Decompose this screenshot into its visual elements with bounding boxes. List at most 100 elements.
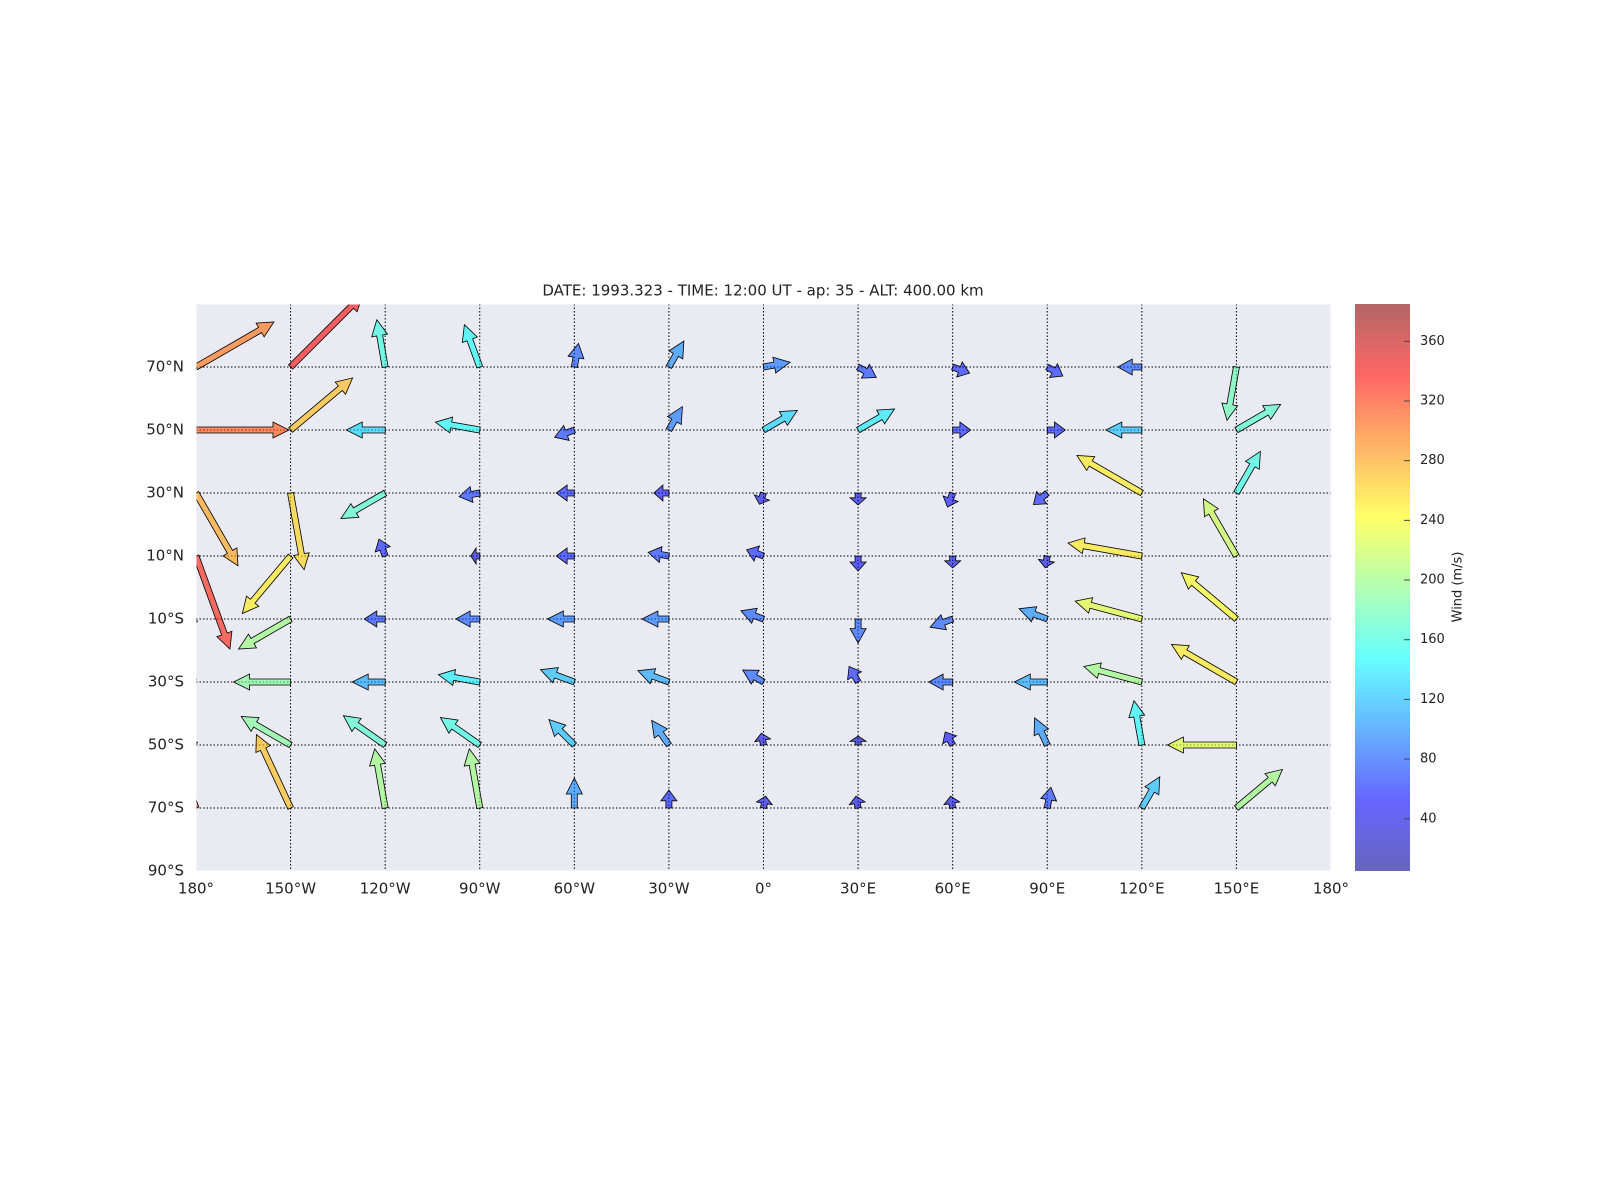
wind-arrow — [753, 732, 772, 746]
wind-arrow — [240, 716, 293, 749]
wind-arrow — [1046, 421, 1066, 439]
x-tick-label: 180° — [178, 880, 214, 898]
chart-title: DATE: 1993.323 - TIME: 12:00 UT - ap: 35… — [542, 282, 983, 300]
wind-arrow — [1083, 662, 1144, 686]
wind-arrow — [1166, 736, 1237, 754]
wind-arrow — [255, 733, 294, 810]
colorbar-tick-label: 360 — [1420, 334, 1445, 349]
wind-arrow — [1138, 776, 1161, 811]
wind-arrow — [849, 492, 868, 506]
wind-arrow — [555, 547, 575, 565]
colorbar-tick-label: 280 — [1420, 453, 1445, 468]
x-tick-label: 180° — [1313, 880, 1349, 898]
wind-arrow — [849, 555, 867, 572]
wind-arrow — [1233, 450, 1261, 496]
wind-arrow — [1076, 455, 1144, 497]
wind-arrow — [753, 491, 771, 505]
wind-arrow — [196, 798, 200, 809]
wind-arrow — [458, 485, 481, 503]
wind-arrow — [374, 538, 392, 558]
wind-arrow — [241, 553, 294, 615]
wind-arrow — [848, 735, 868, 746]
wind-arrow — [1170, 644, 1239, 686]
wind-arrow — [437, 669, 481, 687]
wind-arrow — [1202, 498, 1240, 559]
wind-arrow — [1128, 699, 1146, 746]
wind-arrow — [641, 610, 670, 628]
wind-arrow — [1033, 716, 1051, 747]
wind-arrow — [546, 610, 575, 628]
wind-arrow — [369, 748, 389, 809]
wind-arrow — [470, 546, 481, 566]
wind-arrow — [1116, 358, 1143, 376]
wind-arrow — [1180, 572, 1239, 622]
wind-arrow — [1040, 786, 1058, 809]
wind-arrow — [1018, 606, 1049, 623]
wind-arrow — [942, 731, 958, 748]
x-tick-label: 150°E — [1214, 880, 1260, 898]
wind-arrow — [196, 421, 290, 439]
wind-arrow — [548, 718, 578, 748]
wind-arrow — [565, 777, 583, 809]
colorbar-tick-label: 40 — [1420, 811, 1437, 826]
wind-arrow — [439, 716, 483, 749]
colorbar-label: Wind (m/s) — [1451, 552, 1466, 623]
x-tick-label: 120°W — [360, 880, 411, 898]
wind-arrow — [553, 424, 576, 441]
x-tick-label: 0° — [755, 880, 772, 898]
wind-arrow — [454, 610, 481, 628]
wind-arrow — [434, 416, 481, 434]
wind-arrow — [1104, 421, 1143, 439]
wind-arrow — [461, 323, 484, 369]
wind-arrow — [1221, 366, 1240, 422]
wind-arrow — [1074, 597, 1144, 623]
colorbar-tick-label: 320 — [1420, 393, 1445, 408]
x-tick-label: 120°E — [1119, 880, 1165, 898]
wind-arrow — [232, 673, 292, 691]
plot-frame — [195, 303, 1332, 872]
wind-arrow — [196, 321, 275, 371]
wind-arrow — [539, 667, 576, 686]
wind-arrow — [345, 421, 386, 439]
wind-arrow — [665, 405, 683, 433]
wind-arrow — [856, 408, 896, 434]
colorbar-tick-label: 160 — [1420, 632, 1445, 647]
wind-arrow — [1032, 490, 1050, 506]
wind-arrow — [371, 318, 389, 368]
x-tick-label: 90°E — [1029, 880, 1065, 898]
y-tick-label: 50°S — [148, 736, 184, 754]
wind-arrow — [1013, 673, 1048, 691]
colorbar-tick-label: 200 — [1420, 573, 1445, 588]
wind-arrow — [288, 377, 354, 433]
wind-arrow — [463, 748, 484, 809]
y-tick-label: 10°S — [148, 610, 184, 628]
wind-arrow — [943, 555, 962, 569]
wind-arrow — [665, 340, 685, 370]
wind-arrow — [1233, 768, 1284, 811]
y-tick-label: 50°N — [146, 421, 184, 439]
x-tick-label: 30°E — [840, 880, 876, 898]
x-tick-label: 60°E — [935, 880, 971, 898]
x-tick-label: 60°W — [554, 880, 596, 898]
wind-arrow — [1037, 555, 1056, 569]
wind-arrow — [856, 363, 877, 379]
wind-arrow — [927, 673, 954, 691]
wind-arrow — [929, 614, 955, 631]
wind-arrow — [1045, 362, 1064, 378]
colorbar-tick-label: 120 — [1420, 692, 1445, 707]
wind-arrow — [287, 304, 361, 370]
wind-arrow — [1234, 404, 1282, 434]
wind-arrow — [848, 795, 867, 809]
wind-arrow — [761, 410, 799, 434]
wind-arrow — [762, 356, 791, 374]
wind-arrow — [943, 795, 961, 809]
x-tick-label: 30°W — [648, 880, 690, 898]
y-tick-label: 70°S — [148, 799, 184, 817]
wind-arrow — [660, 789, 678, 809]
colorbar-tick-label: 240 — [1420, 513, 1445, 528]
y-tick-label: 30°N — [146, 484, 184, 502]
wind-arrow — [363, 610, 386, 628]
wind-arrow — [351, 673, 386, 691]
wind-arrow — [740, 607, 766, 624]
